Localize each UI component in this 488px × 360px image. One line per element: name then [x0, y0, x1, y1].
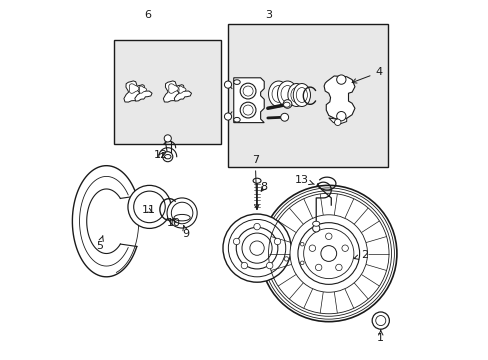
Circle shape [283, 100, 291, 108]
Ellipse shape [233, 117, 240, 122]
Circle shape [223, 214, 290, 282]
Ellipse shape [164, 154, 171, 159]
Circle shape [243, 105, 253, 115]
Circle shape [228, 220, 285, 277]
Circle shape [128, 185, 171, 228]
Ellipse shape [277, 81, 297, 107]
Circle shape [334, 119, 340, 126]
Circle shape [265, 191, 391, 316]
Ellipse shape [253, 178, 261, 183]
Ellipse shape [290, 87, 302, 103]
Circle shape [303, 228, 353, 279]
Polygon shape [328, 118, 346, 124]
Circle shape [300, 242, 304, 246]
Text: 12: 12 [154, 150, 168, 160]
Circle shape [167, 198, 197, 228]
Circle shape [336, 112, 346, 121]
Circle shape [300, 261, 304, 265]
Text: 6: 6 [144, 10, 151, 20]
Circle shape [242, 233, 271, 263]
Text: 13: 13 [294, 175, 314, 185]
Polygon shape [129, 84, 139, 93]
Circle shape [163, 152, 172, 162]
Circle shape [133, 191, 165, 223]
Circle shape [233, 238, 239, 245]
Circle shape [263, 188, 394, 319]
Ellipse shape [271, 86, 285, 102]
Ellipse shape [312, 221, 319, 226]
Bar [113, 40, 221, 144]
Circle shape [260, 185, 396, 321]
Circle shape [284, 257, 288, 261]
Polygon shape [123, 81, 145, 102]
Circle shape [341, 245, 347, 251]
Text: 7: 7 [251, 155, 259, 209]
Text: 10: 10 [166, 218, 181, 228]
Circle shape [336, 75, 346, 84]
Polygon shape [324, 76, 354, 119]
Polygon shape [168, 84, 178, 93]
Ellipse shape [296, 87, 307, 103]
Ellipse shape [233, 80, 240, 85]
Ellipse shape [268, 81, 288, 107]
Circle shape [308, 245, 315, 251]
Circle shape [320, 246, 336, 261]
Circle shape [171, 202, 192, 224]
Circle shape [243, 86, 253, 96]
Circle shape [224, 81, 231, 88]
Circle shape [297, 223, 359, 284]
Polygon shape [174, 85, 191, 101]
Circle shape [315, 264, 321, 271]
Circle shape [240, 83, 255, 99]
Polygon shape [233, 78, 264, 123]
Text: 9: 9 [182, 226, 189, 239]
Polygon shape [139, 86, 146, 93]
Ellipse shape [174, 215, 190, 221]
Text: 3: 3 [265, 10, 272, 20]
Circle shape [266, 262, 272, 269]
Polygon shape [179, 86, 185, 93]
Circle shape [325, 233, 331, 239]
Ellipse shape [293, 84, 310, 107]
Circle shape [224, 113, 231, 120]
Circle shape [164, 135, 171, 142]
Circle shape [253, 224, 260, 230]
Ellipse shape [281, 86, 293, 102]
Text: 8: 8 [260, 182, 267, 192]
Text: 1: 1 [377, 330, 384, 343]
Text: 4: 4 [351, 67, 382, 83]
Bar [228, 24, 387, 167]
Circle shape [289, 215, 367, 292]
Text: 11: 11 [142, 206, 156, 216]
Circle shape [240, 102, 255, 118]
Circle shape [274, 238, 280, 245]
Polygon shape [163, 81, 184, 102]
Polygon shape [135, 85, 152, 101]
Text: 2: 2 [353, 250, 367, 260]
Circle shape [335, 264, 342, 271]
Circle shape [236, 227, 277, 269]
Text: 5: 5 [96, 236, 103, 251]
Circle shape [241, 262, 247, 269]
Ellipse shape [287, 84, 305, 107]
Ellipse shape [283, 102, 289, 107]
Circle shape [280, 113, 288, 121]
Circle shape [371, 312, 388, 329]
Circle shape [375, 316, 385, 325]
Circle shape [312, 225, 319, 232]
Circle shape [249, 241, 264, 255]
